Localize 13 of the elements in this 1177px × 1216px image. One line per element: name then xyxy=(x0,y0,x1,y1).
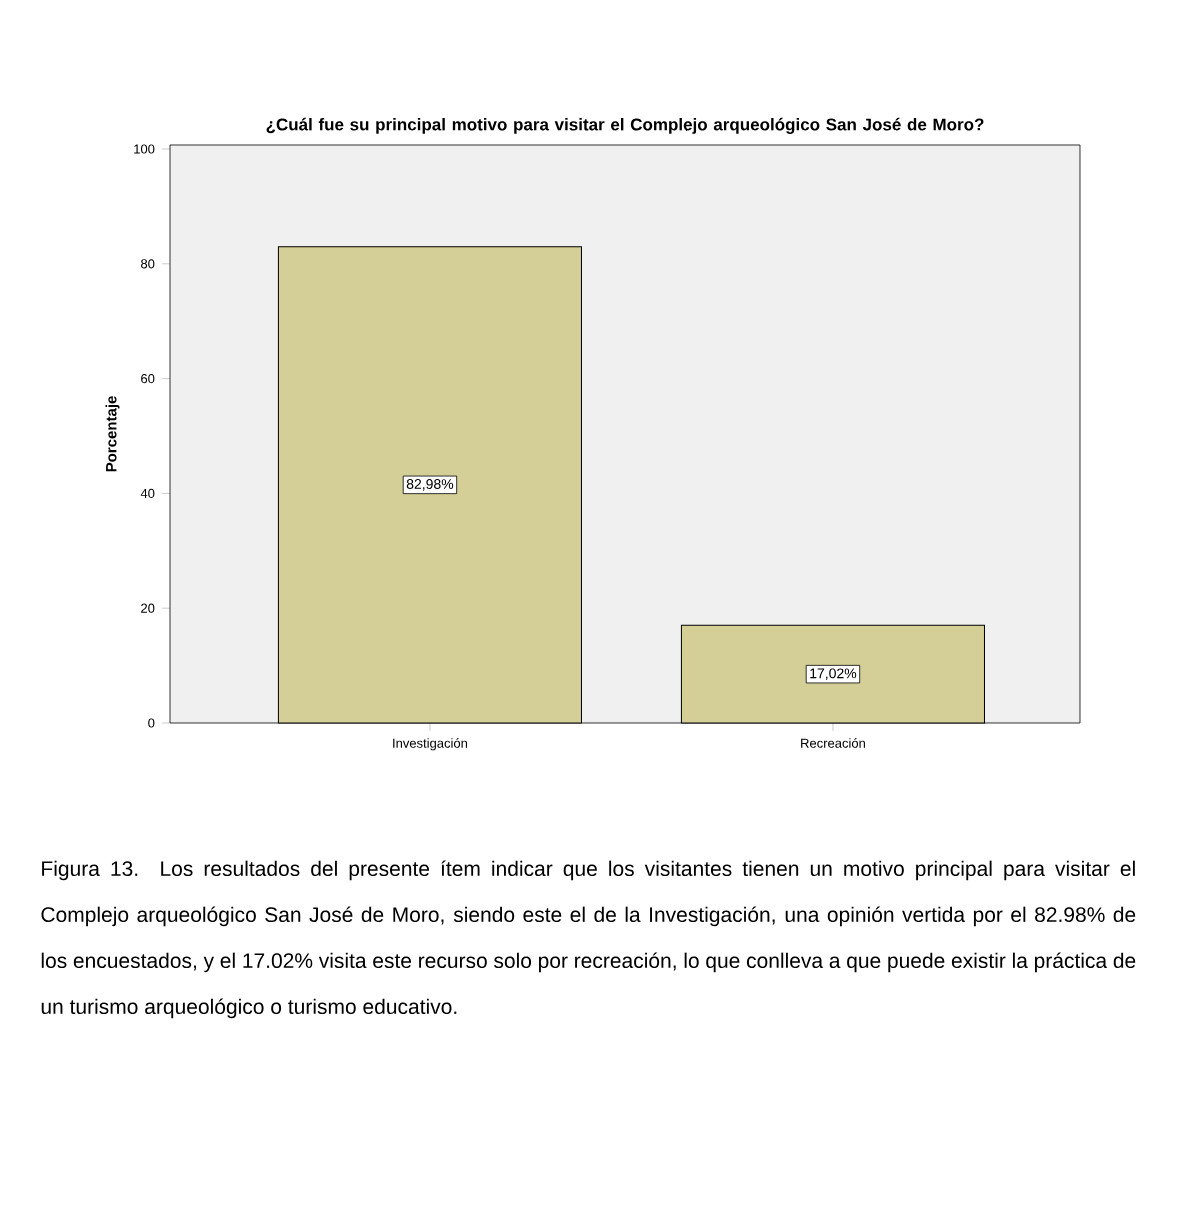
x-tick-label: Recreación xyxy=(801,738,865,748)
y-tick-label: 100 xyxy=(134,144,155,154)
data-label: 17,02% xyxy=(810,668,857,680)
chart-title: ¿Cuál fue su principal motivo para visitar el Complejo arqueológico San José de Moro? xyxy=(266,117,984,134)
y-tick-label: 80 xyxy=(141,259,155,269)
text: Figura 13. Los resultados del presente ítem indicar que los visitantes tienen un motivo principal para visitar el Complejo arqueológico San José de Moro, siendo este el de la Investigación, una opinión vertida por el 82.98% de los encuestados, y el 17.02% visita este recurso solo por recreación, lo que conlleva a que puede existir la práctica de un turismo arqueológico o turismo educativo. xyxy=(41,860,1136,1019)
y-tick-label: 0 xyxy=(148,718,155,728)
x-tick-label: Investigación xyxy=(393,738,468,751)
y-tick-label: 60 xyxy=(141,374,155,384)
y-axis-title: Porcentaje xyxy=(105,396,120,472)
y-tick-label: 20 xyxy=(141,603,155,613)
y-tick-label: 40 xyxy=(140,488,155,498)
data-label: 82,98% xyxy=(406,479,454,491)
